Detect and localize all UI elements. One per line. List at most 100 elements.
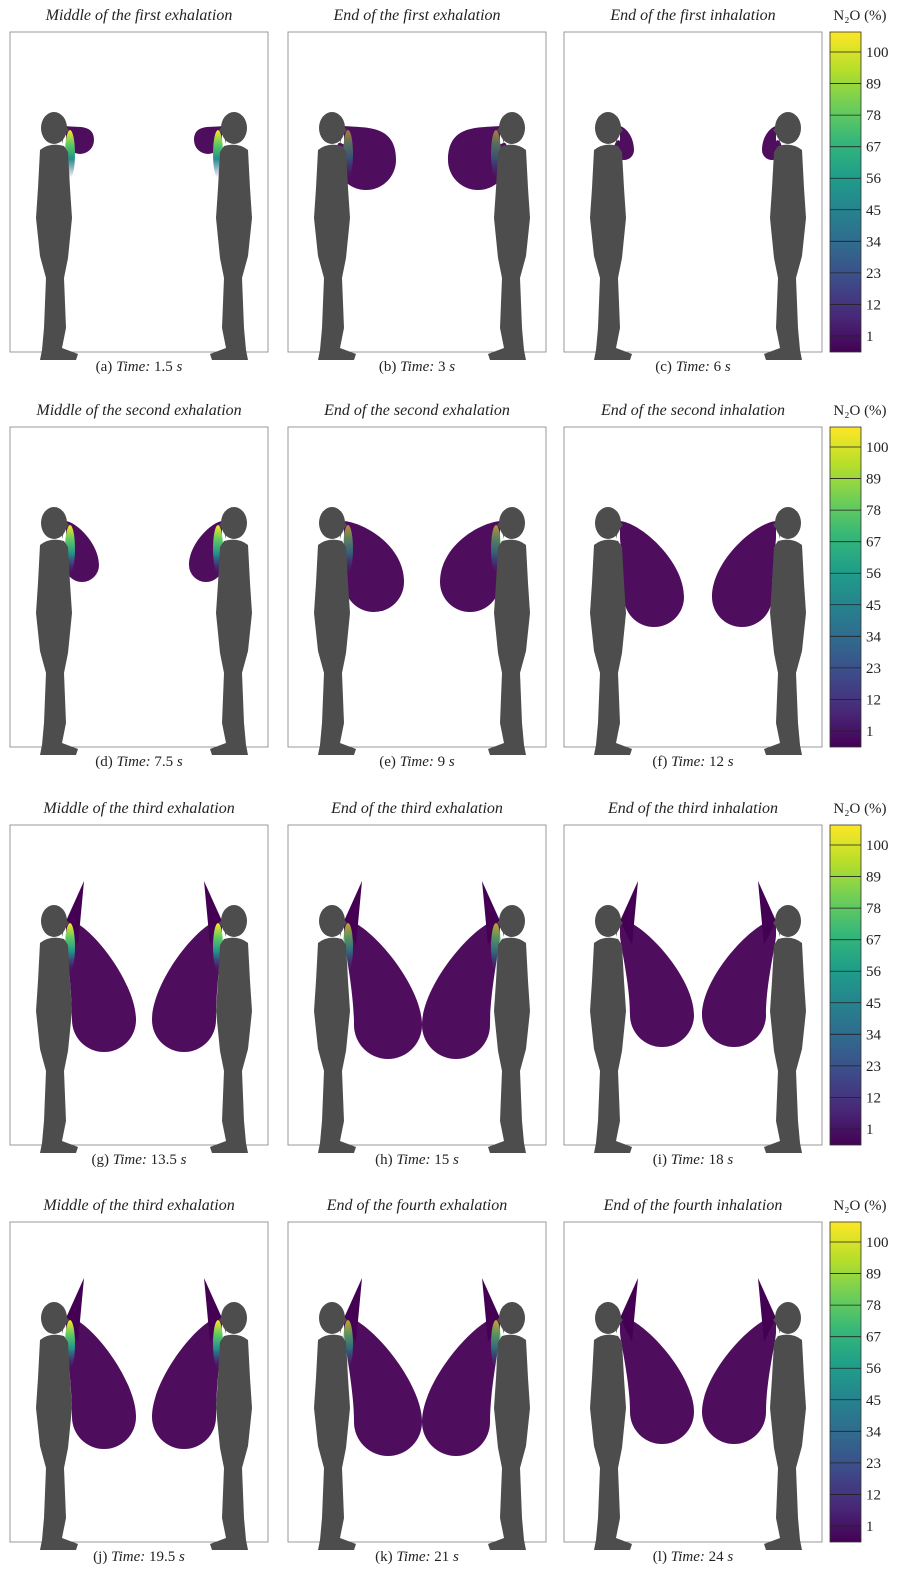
caption-time-label: Time: <box>400 754 434 770</box>
caption-unit: s <box>453 1152 459 1168</box>
caption-time-label: Time: <box>396 1549 430 1565</box>
caption-time: 12 <box>709 754 724 770</box>
colorbar-tick-label: 100 <box>866 1235 889 1251</box>
panel-title: End of the second inhalation <box>600 402 785 419</box>
caption: (c) Time: 6 s <box>655 359 731 375</box>
colorbar-tick-label: 1 <box>866 1122 874 1138</box>
figure: Middle of the first exhalation (a) Time: … <box>0 0 898 1573</box>
colorbar-label: N₂O (%) <box>833 403 886 419</box>
panel <box>10 1222 268 1550</box>
colorbar-tick-label: 23 <box>866 266 881 282</box>
colorbar-tick-label: 67 <box>866 140 882 156</box>
caption-time-label: Time: <box>671 1152 705 1168</box>
caption-time-label: Time: <box>676 359 710 375</box>
caption-time-label: Time: <box>116 359 150 375</box>
colorbar-tick-label: 78 <box>866 503 881 519</box>
caption-letter: (l) <box>653 1549 667 1565</box>
colorbar-tick-label: 100 <box>866 45 889 61</box>
caption-letter: (e) <box>379 754 396 770</box>
caption-letter: (a) <box>96 359 113 375</box>
caption: (f) Time: 12 s <box>652 754 733 770</box>
colorbar-tick-label: 1 <box>866 1519 874 1535</box>
colorbar-tick-label: 100 <box>866 440 889 456</box>
caption: (b) Time: 3 s <box>379 359 455 375</box>
caption-time: 7.5 <box>154 754 173 770</box>
colorbar-tick-label: 45 <box>866 1393 881 1409</box>
panel-title: End of the third inhalation <box>607 800 778 817</box>
caption-time: 24 <box>709 1549 725 1565</box>
caption-unit: s <box>449 359 455 375</box>
caption-time: 13.5 <box>151 1152 177 1168</box>
panel-title: Middle of the third exhalation <box>42 1197 234 1214</box>
caption-time-label: Time: <box>671 1549 705 1565</box>
caption-unit: s <box>179 1549 185 1565</box>
caption: (d) Time: 7.5 s <box>95 754 183 770</box>
panel-title: End of the second exhalation <box>323 402 510 419</box>
colorbar-tick-label: 45 <box>866 203 881 219</box>
caption-time: 9 <box>438 754 446 770</box>
panel <box>288 32 546 360</box>
colorbar <box>830 427 861 747</box>
colorbar-tick-label: 1 <box>866 329 874 345</box>
caption-letter: (i) <box>653 1152 667 1168</box>
caption: (a) Time: 1.5 s <box>96 359 183 375</box>
caption-unit: s <box>177 754 183 770</box>
caption-unit: s <box>725 359 731 375</box>
colorbar <box>830 1222 861 1542</box>
panel <box>564 427 822 755</box>
caption-unit: s <box>453 1549 459 1565</box>
colorbar-tick-label: 56 <box>866 171 882 187</box>
colorbar-tick-label: 56 <box>866 1361 882 1377</box>
panel <box>10 427 268 755</box>
colorbar-tick-label: 12 <box>866 692 881 708</box>
caption-time: 1.5 <box>154 359 173 375</box>
caption: (l) Time: 24 s <box>653 1549 734 1565</box>
caption-time: 3 <box>438 359 446 375</box>
caption-letter: (h) <box>375 1152 393 1168</box>
caption-time: 18 <box>709 1152 724 1168</box>
caption-time: 21 <box>434 1549 449 1565</box>
caption: (g) Time: 13.5 s <box>91 1152 186 1168</box>
caption-unit: s <box>727 1152 733 1168</box>
panel-title: End of the first inhalation <box>609 7 775 24</box>
panel <box>288 1222 546 1550</box>
colorbar-tick-label: 67 <box>866 933 882 949</box>
panel-title: End of the first exhalation <box>332 7 500 24</box>
caption-time-label: Time: <box>400 359 434 375</box>
colorbar-tick-label: 12 <box>866 1487 881 1503</box>
colorbar-tick-label: 34 <box>866 1424 882 1440</box>
colorbar-tick-label: 34 <box>866 1027 882 1043</box>
colorbar-tick-label: 45 <box>866 598 881 614</box>
panel <box>564 32 822 360</box>
colorbar-label: N₂O (%) <box>833 1198 886 1214</box>
caption-unit: s <box>181 1152 187 1168</box>
panel-title: Middle of the first exhalation <box>45 7 233 24</box>
colorbar-label: N₂O (%) <box>833 801 886 817</box>
colorbar-tick-label: 78 <box>866 108 881 124</box>
colorbar-tick-label: 67 <box>866 1330 882 1346</box>
colorbar <box>830 32 861 352</box>
caption-time: 19.5 <box>149 1549 175 1565</box>
caption: (e) Time: 9 s <box>379 754 455 770</box>
caption: (j) Time: 19.5 s <box>93 1549 185 1565</box>
colorbar-tick-label: 89 <box>866 1267 881 1283</box>
colorbar <box>830 825 861 1145</box>
panel <box>10 825 268 1153</box>
caption-letter: (g) <box>91 1152 109 1168</box>
panel <box>564 1222 822 1550</box>
colorbar-tick-label: 89 <box>866 472 881 488</box>
colorbar-tick-label: 67 <box>866 535 882 551</box>
colorbar-tick-label: 78 <box>866 901 881 917</box>
caption-letter: (d) <box>95 754 113 770</box>
colorbar-tick-label: 100 <box>866 838 889 854</box>
caption-unit: s <box>449 754 455 770</box>
caption-letter: (k) <box>375 1549 393 1565</box>
caption-unit: s <box>727 1549 733 1565</box>
colorbar-tick-label: 89 <box>866 77 881 93</box>
caption: (k) Time: 21 s <box>375 1549 459 1565</box>
panel-title: End of the third exhalation <box>330 800 503 817</box>
caption-time-label: Time: <box>113 1152 147 1168</box>
caption-time-label: Time: <box>671 754 705 770</box>
colorbar-tick-label: 1 <box>866 724 874 740</box>
caption-letter: (b) <box>379 359 397 375</box>
